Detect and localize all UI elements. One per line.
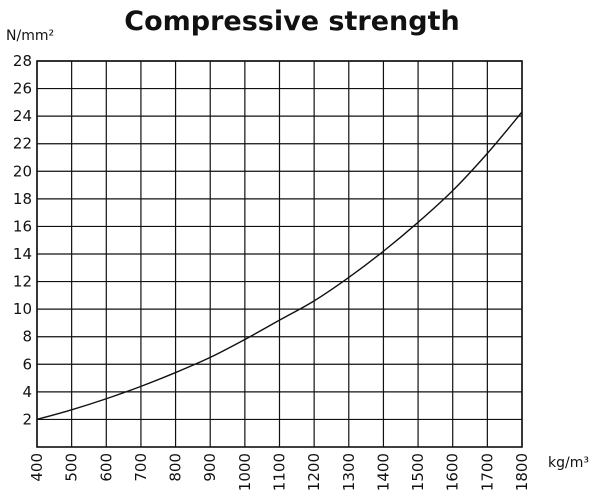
x-tick-label: 1500 xyxy=(409,453,427,491)
y-tick-label: 28 xyxy=(13,52,32,70)
y-tick-label: 26 xyxy=(13,80,32,98)
x-tick-label: 1200 xyxy=(305,453,323,491)
y-tick-label: 8 xyxy=(22,328,32,346)
x-tick-label: 1700 xyxy=(478,453,496,491)
x-tick-label: 1100 xyxy=(271,453,289,491)
y-tick-label: 20 xyxy=(13,162,32,180)
x-tick-label: 1400 xyxy=(374,453,392,491)
x-tick-label: 1300 xyxy=(340,453,358,491)
x-tick-label: 400 xyxy=(28,453,46,482)
x-tick-label: 700 xyxy=(132,453,150,482)
y-tick-label: 6 xyxy=(22,355,32,373)
x-tick-label: 900 xyxy=(201,453,219,482)
y-tick-label: 16 xyxy=(13,217,32,235)
x-axis-label: kg/m³ xyxy=(548,455,589,471)
y-tick-label: 10 xyxy=(13,300,32,318)
x-tick-label: 800 xyxy=(167,453,185,482)
chart-title: Compressive strength xyxy=(124,6,459,37)
y-tick-label: 24 xyxy=(13,107,32,125)
x-tick-label: 1600 xyxy=(444,453,462,491)
x-tick-labels: 400 500 600 700 800 900 1000 1100 1200 1300 1400 15… xyxy=(28,453,531,491)
y-tick-label: 14 xyxy=(13,245,32,263)
y-tick-label: 22 xyxy=(13,135,32,153)
plot-frame xyxy=(36,60,523,448)
grid xyxy=(36,60,523,447)
y-tick-label: 2 xyxy=(22,410,32,428)
y-tick-label: 18 xyxy=(13,190,32,208)
x-tick-label: 600 xyxy=(97,453,115,482)
y-tick-label: 4 xyxy=(22,383,32,401)
x-tick-label: 500 xyxy=(63,453,81,482)
x-tick-label: 1000 xyxy=(236,453,254,491)
y-tick-label: 12 xyxy=(13,273,32,291)
series-line xyxy=(36,111,523,421)
series-layer xyxy=(36,111,523,421)
y-axis-label: N/mm² xyxy=(6,28,54,44)
x-tick-label: 1800 xyxy=(513,453,531,491)
